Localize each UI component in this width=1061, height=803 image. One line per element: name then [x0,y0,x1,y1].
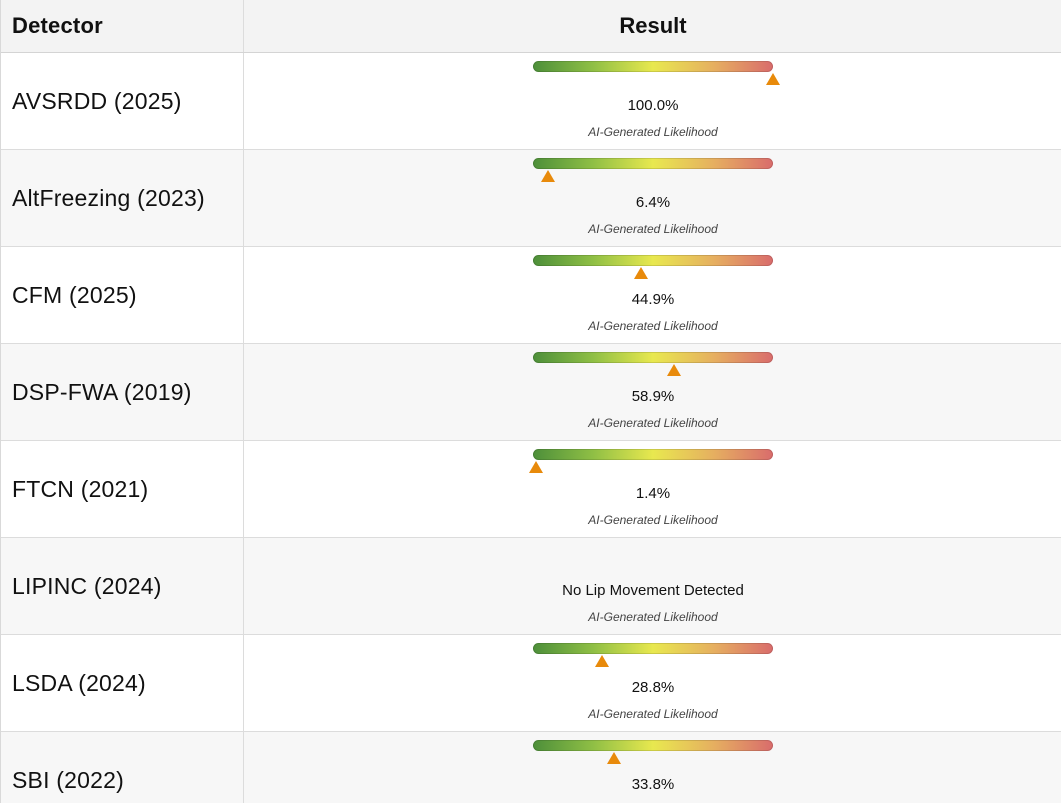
result-column-header: Result [619,13,687,38]
table-row: DSP-FWA (2019) 58.9% AI-Generated Likeliho… [1,344,1061,441]
likelihood-value: 100.0% [627,97,679,114]
likelihood-marker-icon [633,267,648,279]
likelihood-gauge-bar [533,643,773,654]
table-header: Detector Result [1,0,1061,53]
detector-column-header: Detector [1,0,244,52]
table-row: LSDA (2024) 28.8% AI-Generated Likelihood [1,635,1061,732]
likelihood-marker-icon [607,752,622,764]
detector-name: LIPINC (2024) [1,538,244,634]
likelihood-value: 28.8% [631,679,675,696]
likelihood-caption: AI-Generated Likelihood [588,513,718,527]
likelihood-caption: AI-Generated Likelihood [588,610,718,624]
result-cell: No Lip Movement Detected AI-Generated Lik… [244,538,1061,634]
result-cell: 6.4% AI-Generated Likelihood [244,150,1061,246]
result-cell: 28.8% AI-Generated Likelihood [244,635,1061,731]
likelihood-caption: AI-Generated Likelihood [588,222,718,236]
table-row: CFM (2025) 44.9% AI-Generated Likelihood [1,247,1061,344]
likelihood-gauge-bar [533,158,773,169]
likelihood-caption: AI-Generated Likelihood [588,707,718,721]
likelihood-value: 44.9% [631,291,675,308]
table-row: AVSRDD (2025) 100.0% AI-Generated Likeliho… [1,53,1061,150]
likelihood-value: 6.4% [635,194,671,211]
detector-name: LSDA (2024) [1,635,244,731]
likelihood-marker-icon [766,73,780,85]
table-row: FTCN (2021) 1.4% AI-Generated Likelihood [1,441,1061,538]
likelihood-value: 1.4% [635,485,671,502]
likelihood-value: No Lip Movement Detected [562,582,744,599]
likelihood-marker-icon [595,655,610,667]
likelihood-gauge-bar [533,352,773,363]
detector-name: FTCN (2021) [1,441,244,537]
table-row: LIPINC (2024) No Lip Movement Detected AI-… [1,538,1061,635]
table-row: SBI (2022)33.8%AI-Generated Likelihood [1,732,1061,803]
detector-name: CFM (2025) [1,247,244,343]
likelihood-gauge-bar [533,61,773,72]
likelihood-caption: AI-Generated Likelihood [588,319,718,333]
likelihood-value: 33.8% [631,776,675,793]
result-cell: 44.9% AI-Generated Likelihood [244,247,1061,343]
likelihood-gauge-bar [533,255,773,266]
likelihood-caption: AI-Generated Likelihood [588,125,718,139]
likelihood-marker-icon [529,461,544,473]
result-cell: 100.0% AI-Generated Likelihood [244,53,1061,149]
likelihood-marker-icon [667,364,682,376]
result-cell: 1.4% AI-Generated Likelihood [244,441,1061,537]
detector-name: DSP-FWA (2019) [1,344,244,440]
detector-name: AltFreezing (2023) [1,150,244,246]
result-cell: 58.9% AI-Generated Likelihood [244,344,1061,440]
likelihood-marker-icon [541,170,556,182]
detector-name: SBI (2022) [1,732,244,803]
result-cell: 33.8%AI-Generated Likelihood [244,732,1061,803]
likelihood-gauge-bar [533,740,773,751]
detector-name: AVSRDD (2025) [1,53,244,149]
likelihood-gauge-bar [533,449,773,460]
table-row: AltFreezing (2023) 6.4% AI-Generated Likel… [1,150,1061,247]
likelihood-value: 58.9% [631,388,675,405]
likelihood-caption: AI-Generated Likelihood [588,416,718,430]
